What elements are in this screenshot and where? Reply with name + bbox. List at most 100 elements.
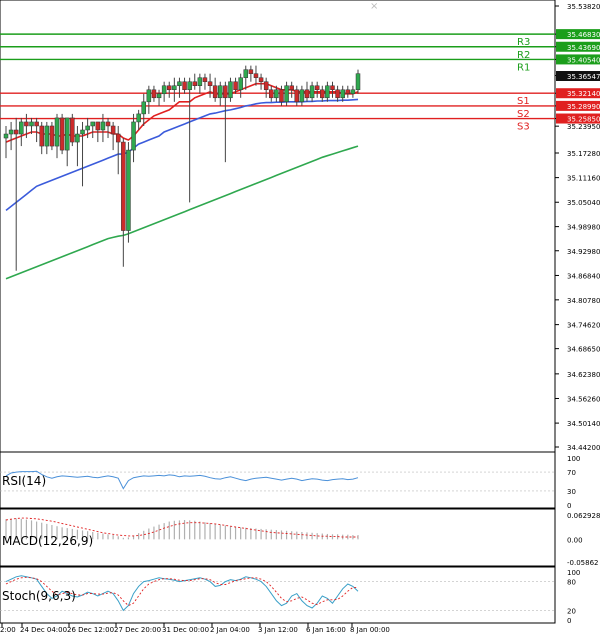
stoch-tick-label: 0 bbox=[567, 617, 571, 625]
candle-body-up bbox=[100, 121, 106, 131]
time-tick-label: 2 Jan 04:00 bbox=[210, 626, 250, 634]
candle bbox=[146, 85, 152, 114]
level-price-tag bbox=[556, 100, 600, 111]
candle bbox=[131, 113, 136, 163]
candle-body-up bbox=[54, 117, 60, 147]
macd-tick-label: -0.05862 bbox=[567, 559, 598, 567]
rsi-panel: 100 70 30 0 bbox=[0, 455, 580, 510]
candle bbox=[105, 117, 111, 139]
price-tick-label: 35.11160 bbox=[567, 175, 600, 183]
time-tick-label: 26 Dec 12:00 bbox=[67, 626, 114, 634]
moving-averages bbox=[5, 82, 359, 280]
level-price-label: 35.28990 bbox=[567, 103, 600, 111]
pivot-level-tags: 35.46830 35.43690 35.40540 35.32140 35.28990… bbox=[556, 29, 600, 124]
time-tick-label: 27 Dec 20:00 bbox=[114, 626, 161, 634]
candle-body-up bbox=[156, 93, 162, 99]
candle bbox=[44, 121, 50, 155]
candle bbox=[151, 85, 157, 102]
candle bbox=[70, 113, 75, 147]
candle-body-down bbox=[192, 81, 198, 86]
candle-body-down bbox=[279, 89, 284, 103]
candle-body-down bbox=[202, 77, 208, 82]
candle bbox=[212, 77, 218, 102]
candle bbox=[49, 121, 55, 151]
stoch-tick-label: 80 bbox=[567, 579, 576, 587]
candle-body-down bbox=[289, 85, 294, 91]
time-tick-label: 31 Dec 00:00 bbox=[162, 626, 209, 634]
candle bbox=[223, 81, 228, 163]
price-tick-label: 34.98980 bbox=[567, 224, 600, 232]
candle bbox=[253, 65, 259, 86]
candle bbox=[330, 81, 335, 98]
candle bbox=[90, 121, 95, 139]
level-price-tag bbox=[556, 41, 600, 52]
candle bbox=[284, 81, 289, 106]
candle-body-up bbox=[350, 89, 356, 95]
macd-signal-line bbox=[5, 517, 358, 538]
price-tick-label: 34.56260 bbox=[567, 395, 600, 403]
candle bbox=[355, 69, 361, 94]
candle bbox=[136, 109, 141, 130]
price-tick-label: 35.05040 bbox=[567, 199, 600, 207]
candle bbox=[299, 85, 305, 106]
candle-body-down bbox=[24, 121, 29, 127]
candle bbox=[279, 85, 284, 106]
rsi-panel-frame bbox=[0, 451, 556, 509]
candle-body-down bbox=[115, 133, 121, 143]
candle-body-up bbox=[228, 81, 233, 99]
candle-body-up bbox=[197, 77, 203, 86]
candle bbox=[269, 85, 274, 102]
candle bbox=[115, 125, 121, 175]
candle bbox=[29, 117, 34, 135]
candle bbox=[192, 73, 198, 90]
candle bbox=[110, 121, 116, 151]
candle-body-down bbox=[248, 69, 254, 74]
candle bbox=[34, 117, 39, 143]
candle bbox=[320, 85, 325, 102]
stoch-tick-label: 100 bbox=[567, 569, 580, 577]
candle-body-up bbox=[80, 129, 85, 135]
candle bbox=[156, 89, 162, 106]
candle-body-up bbox=[126, 149, 131, 231]
candle-body-up bbox=[146, 89, 152, 103]
rsi-tick-label: 100 bbox=[567, 455, 580, 463]
time-tick-label: 3 Jan 12:00 bbox=[258, 626, 298, 634]
time-tick-label: 6 Jan 16:00 bbox=[306, 626, 346, 634]
candle-body-up bbox=[85, 125, 90, 131]
price-tick-label: 34.74620 bbox=[567, 322, 600, 330]
level-price-label: 35.43690 bbox=[567, 44, 600, 52]
candle-body-down bbox=[13, 129, 19, 135]
candle bbox=[345, 85, 351, 98]
price-tick-label: 35.17280 bbox=[567, 150, 600, 158]
close-icon[interactable]: × bbox=[370, 1, 378, 12]
stoch-d-line bbox=[5, 576, 358, 607]
rsi-tick-label: 70 bbox=[567, 469, 576, 477]
candle-body-down bbox=[294, 89, 300, 103]
candle bbox=[304, 81, 310, 102]
candle-body-down bbox=[330, 85, 335, 91]
moving-average-line bbox=[5, 98, 359, 212]
level-name-s1: S1 bbox=[517, 96, 530, 107]
candle bbox=[309, 81, 315, 102]
candle-body-up bbox=[325, 85, 330, 99]
price-tick-label: 34.62380 bbox=[567, 371, 600, 379]
price-tick-label: 34.86840 bbox=[567, 272, 600, 280]
stoch-tick-label: 20 bbox=[567, 607, 576, 615]
candle bbox=[187, 77, 192, 203]
level-name-s2: S2 bbox=[517, 109, 530, 120]
candle bbox=[24, 113, 29, 139]
candle-body-down bbox=[314, 85, 320, 91]
candle bbox=[172, 77, 177, 102]
candle-body-up bbox=[187, 81, 192, 91]
time-tick-label: 8 Jan 00:00 bbox=[350, 626, 390, 634]
level-price-label: 35.40540 bbox=[567, 56, 600, 64]
macd-tick-label: 0.062928 bbox=[567, 512, 600, 520]
current-price-tag bbox=[556, 71, 600, 81]
candle bbox=[314, 81, 320, 98]
candle bbox=[8, 121, 14, 151]
candle-body-up bbox=[141, 101, 146, 115]
candle-body-down bbox=[95, 121, 101, 131]
candle-body-up bbox=[161, 85, 167, 95]
